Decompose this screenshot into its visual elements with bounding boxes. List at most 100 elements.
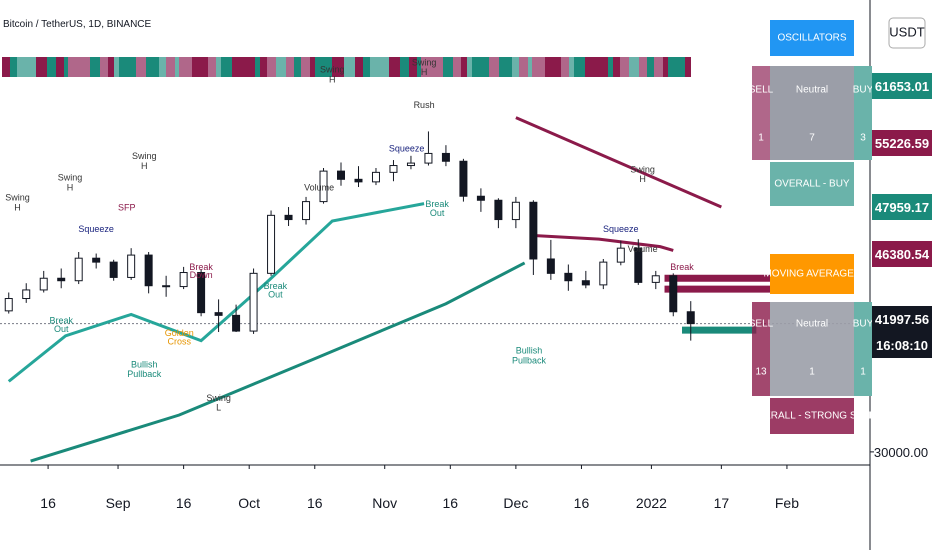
annotation: Volume [628, 244, 658, 254]
signal-cell [286, 57, 294, 77]
neutral-count: 1 [809, 367, 815, 378]
annotation: Break [49, 316, 73, 326]
annotation: Swing [5, 192, 30, 202]
signal-cell [425, 57, 435, 77]
candle-body [424, 152, 433, 164]
sell-cell [752, 66, 770, 160]
annotation: Squeeze [603, 224, 639, 234]
annotation: Rush [414, 100, 435, 110]
overall-cell [770, 162, 854, 206]
x-tick-label: 2022 [636, 495, 667, 511]
signal-cell [82, 57, 90, 77]
signal-cell [56, 57, 64, 77]
signal-cell [654, 57, 663, 77]
annotation: H [329, 74, 336, 84]
signal-cell [47, 57, 56, 77]
signal-cell [685, 57, 691, 77]
signal-cell [532, 57, 539, 77]
countdown: 16:08:10 [876, 338, 928, 353]
candle-body [319, 170, 328, 203]
annotation: Down [190, 270, 213, 280]
countdown-tag [872, 332, 932, 358]
chart-title: Bitcoin / TetherUS, 1D, BINANCE [3, 19, 152, 30]
signal-cell [221, 57, 232, 77]
signal-cell [663, 57, 668, 77]
signal-cell [565, 57, 569, 77]
signal-cell [629, 57, 639, 77]
signal-cell [114, 57, 119, 77]
signal-cell [132, 57, 136, 77]
annotation: SFP [118, 202, 136, 212]
signal-cell [443, 57, 453, 77]
signal-cell [27, 57, 36, 77]
annotation: Break [264, 281, 288, 291]
candle-body [459, 160, 468, 197]
sell-count: 13 [755, 367, 767, 378]
signal-cell [64, 57, 68, 77]
signal-cell [315, 57, 326, 77]
candle-body [57, 277, 66, 282]
annotation: Pullback [127, 369, 162, 379]
annotation: Swing [630, 164, 655, 174]
price-tag [872, 306, 932, 332]
candle-body [144, 254, 153, 287]
price-tag [872, 73, 932, 99]
candle-body [634, 247, 643, 283]
signal-cell [417, 57, 421, 77]
signal-cell [485, 57, 489, 77]
sell-label: SELL [749, 319, 774, 330]
signal-cell [620, 57, 629, 77]
candle-body [214, 312, 223, 316]
signal-cell [100, 57, 108, 77]
signal-cell [344, 57, 355, 77]
overall-cell [770, 398, 854, 434]
price-tag [872, 194, 932, 220]
candle-body [686, 311, 695, 325]
signal-cell [608, 57, 613, 77]
signal-cell [204, 57, 208, 77]
candle-body [494, 199, 503, 221]
x-tick-label: Oct [238, 495, 260, 511]
candle-body [127, 254, 136, 278]
signal-cell [596, 57, 601, 77]
annotation: Squeeze [389, 144, 425, 154]
x-tick-label: Sep [106, 495, 131, 511]
sell-count: 1 [758, 133, 764, 144]
candle-body [4, 298, 13, 312]
signal-cell [301, 57, 310, 77]
x-tick-label: Nov [372, 495, 397, 511]
signal-cell [574, 57, 585, 77]
signal-cell [545, 57, 557, 77]
signal-cell [363, 57, 370, 77]
signal-cell [332, 57, 338, 77]
signal-cell [175, 57, 179, 77]
x-tick-label: Dec [503, 495, 528, 511]
candle-body [406, 162, 415, 167]
candle-body [389, 165, 398, 173]
candle-body [179, 272, 188, 288]
candle-body [371, 171, 380, 183]
signal-cell [179, 57, 186, 77]
annotation: Out [430, 208, 445, 218]
signal-cell [310, 57, 315, 77]
signal-cell [639, 57, 647, 77]
neutral-count: 7 [809, 133, 815, 144]
signal-cell [216, 57, 221, 77]
signal-cell [489, 57, 499, 77]
buy-count: 3 [860, 133, 866, 144]
candle-body [232, 314, 241, 332]
buy-label: BUY [853, 85, 874, 96]
signal-cell [36, 57, 47, 77]
neutral-cell [770, 302, 854, 396]
signal-cell [159, 57, 166, 77]
candle-body [74, 257, 83, 282]
buy-label: BUY [853, 319, 874, 330]
panel-title: OSCILLATORS [777, 33, 846, 44]
candle-body [599, 261, 608, 286]
oscillators-panel: OSCILLATORS SELL Neutral BUY 1 7 3 OVERA… [749, 20, 874, 206]
signal-cell [90, 57, 100, 77]
candle-body [476, 195, 485, 201]
signal-cell [601, 57, 608, 77]
signal-cell [613, 57, 620, 77]
